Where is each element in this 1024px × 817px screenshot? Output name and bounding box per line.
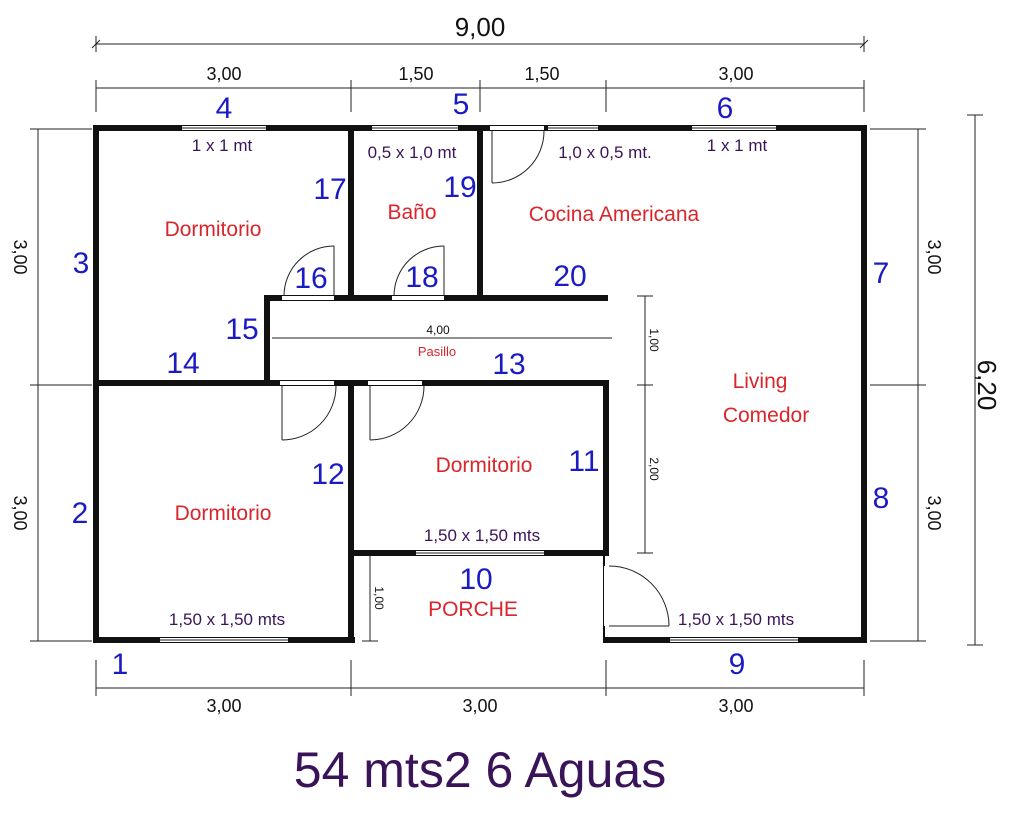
room-pasillo: Pasillo bbox=[418, 344, 456, 359]
wall-number-5: 5 bbox=[453, 88, 470, 121]
left-dim-2: 3,00 bbox=[10, 495, 30, 530]
wall-number-1: 1 bbox=[112, 648, 129, 681]
plan-title: 54 mts2 6 Aguas bbox=[294, 742, 666, 798]
pasillo-width-label: 1,00 bbox=[647, 328, 661, 352]
window-label-dormitorio-middle: 1,50 x 1,50 mts bbox=[424, 526, 540, 545]
room-bano: Baño bbox=[387, 201, 436, 224]
window-label-5: 0,5 x 1,0 mt bbox=[368, 143, 457, 162]
top-dim-3: 1,50 bbox=[524, 64, 559, 84]
wall-number-2: 2 bbox=[72, 497, 89, 530]
window-label-4: 1 x 1 mt bbox=[192, 136, 253, 155]
right-dim-2: 3,00 bbox=[924, 495, 944, 530]
wall-number-16: 16 bbox=[294, 262, 327, 295]
window-label-6-right: 1 x 1 mt bbox=[707, 136, 768, 155]
wall-number-10: 10 bbox=[459, 563, 492, 596]
window-label-6-left: 1,0 x 0,5 mt. bbox=[558, 143, 652, 162]
wall-number-6: 6 bbox=[717, 92, 734, 125]
wall-number-17: 17 bbox=[313, 173, 346, 206]
wall-number-14: 14 bbox=[166, 347, 199, 380]
room-living-line2: Comedor bbox=[723, 404, 809, 427]
top-dim-2: 1,50 bbox=[398, 64, 433, 84]
top-dim-1: 3,00 bbox=[206, 64, 241, 84]
room-dormitorio-top-left: Dormitorio bbox=[165, 218, 262, 241]
windows bbox=[160, 126, 798, 642]
room-dormitorio-middle: Dormitorio bbox=[436, 454, 533, 477]
wall-number-12: 12 bbox=[311, 458, 344, 491]
left-dim-1: 3,00 bbox=[10, 239, 30, 274]
bottom-dim-2: 3,00 bbox=[462, 696, 497, 716]
wall-number-11: 11 bbox=[568, 445, 599, 478]
wall-number-20: 20 bbox=[553, 260, 586, 293]
wall-number-19: 19 bbox=[443, 171, 476, 204]
bottom-dim-1: 3,00 bbox=[206, 696, 241, 716]
pasillo-length-label: 4,00 bbox=[426, 323, 450, 337]
bottom-dim-3: 3,00 bbox=[718, 696, 753, 716]
room-living-line1: Living bbox=[733, 370, 788, 393]
wall-number-13: 13 bbox=[492, 348, 525, 381]
wall-number-8: 8 bbox=[873, 482, 890, 515]
dimension-lines bbox=[30, 36, 983, 696]
wall-number-18: 18 bbox=[405, 261, 438, 294]
doors bbox=[280, 126, 670, 627]
room-cocina: Cocina Americana bbox=[529, 203, 700, 226]
right-dim-1: 3,00 bbox=[924, 239, 944, 274]
total-height-label: 6,20 bbox=[972, 360, 1002, 411]
wall-number-9: 9 bbox=[729, 648, 746, 681]
total-width-label: 9,00 bbox=[455, 12, 506, 42]
porche-depth-label: 1,00 bbox=[372, 586, 386, 610]
wall-number-7: 7 bbox=[873, 257, 890, 290]
living-offset-label: 2,00 bbox=[647, 457, 661, 481]
window-label-dormitorio-bottom: 1,50 x 1,50 mts bbox=[169, 610, 285, 629]
top-dim-4: 3,00 bbox=[718, 64, 753, 84]
wall-number-4: 4 bbox=[216, 92, 233, 125]
wall-number-15: 15 bbox=[225, 313, 258, 346]
room-dormitorio-bottom-left: Dormitorio bbox=[175, 502, 272, 525]
wall-number-3: 3 bbox=[73, 247, 90, 280]
window-label-living: 1,50 x 1,50 mts bbox=[678, 610, 794, 629]
room-porche: PORCHE bbox=[428, 598, 518, 621]
